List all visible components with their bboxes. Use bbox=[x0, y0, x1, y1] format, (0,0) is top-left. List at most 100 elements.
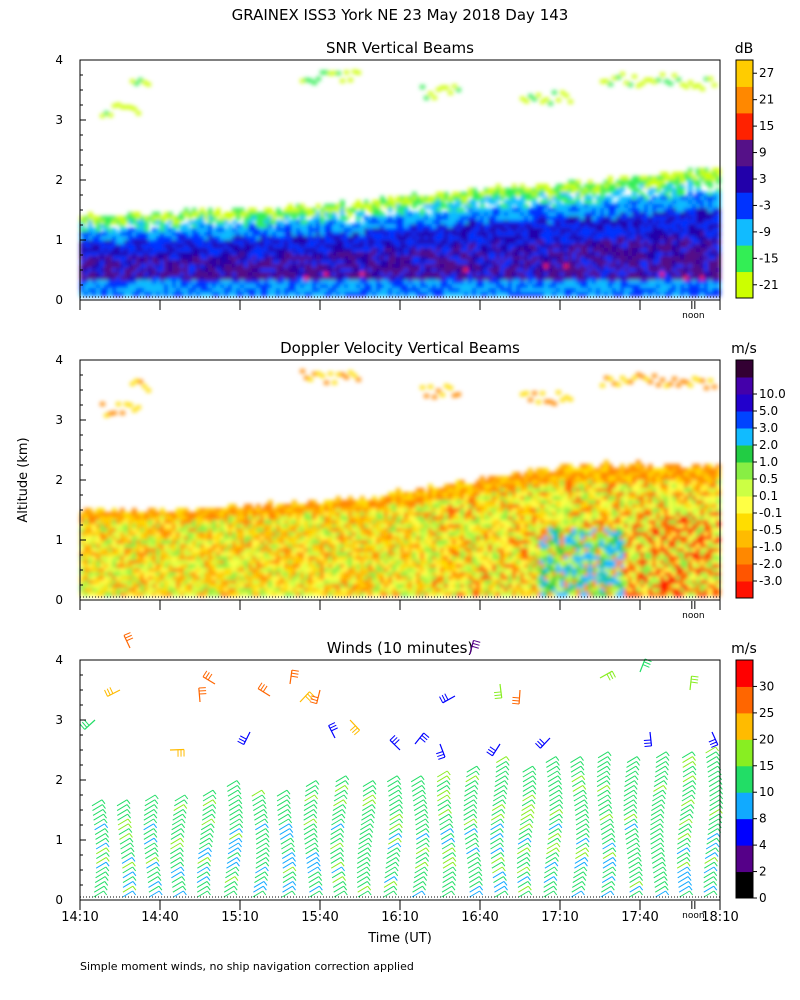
field-cell bbox=[260, 520, 265, 525]
field-cell bbox=[248, 208, 253, 213]
field-cell bbox=[260, 508, 265, 513]
field-cell bbox=[560, 196, 565, 201]
field-cell bbox=[660, 228, 665, 233]
field-cell bbox=[228, 216, 233, 221]
field-cell bbox=[336, 256, 341, 261]
field-cell bbox=[252, 256, 257, 261]
field-cell bbox=[700, 280, 705, 285]
field-cell bbox=[96, 592, 101, 597]
field-cell bbox=[264, 272, 269, 277]
field-cell bbox=[400, 272, 405, 277]
field-cell bbox=[80, 280, 85, 285]
field-cell bbox=[504, 192, 509, 197]
field-cell bbox=[448, 252, 453, 257]
field-cell bbox=[440, 216, 445, 221]
field-cell bbox=[692, 204, 697, 209]
field-cell bbox=[684, 212, 689, 217]
field-cell bbox=[708, 260, 713, 265]
field-cell bbox=[684, 252, 689, 257]
field-cell bbox=[680, 216, 685, 221]
field-cell bbox=[304, 272, 309, 277]
field-cell bbox=[700, 204, 705, 209]
field-cell bbox=[236, 588, 241, 593]
field-cell bbox=[172, 516, 177, 521]
field-cell bbox=[168, 264, 173, 269]
field-cell bbox=[380, 196, 385, 201]
field-cell bbox=[680, 288, 685, 293]
field-cell bbox=[552, 288, 557, 293]
field-cell bbox=[424, 220, 429, 225]
field-cell bbox=[256, 228, 261, 233]
field-cell bbox=[324, 260, 329, 265]
field-cell bbox=[704, 260, 709, 265]
field-cell bbox=[500, 216, 505, 221]
field-cell bbox=[404, 256, 409, 261]
field-cell bbox=[656, 220, 661, 225]
field-cell bbox=[112, 284, 117, 289]
field-cell bbox=[380, 200, 385, 205]
field-cell bbox=[192, 520, 197, 525]
field-cell bbox=[580, 204, 585, 209]
field-cell bbox=[588, 292, 593, 297]
field-cell bbox=[536, 260, 541, 265]
field-cell bbox=[484, 244, 489, 249]
field-cell bbox=[504, 200, 509, 205]
field-cell bbox=[696, 232, 701, 237]
field-cell bbox=[112, 508, 117, 513]
field-cell bbox=[112, 548, 117, 553]
field-cell bbox=[244, 564, 249, 569]
field-cell bbox=[208, 520, 213, 525]
field-cell bbox=[636, 252, 641, 257]
field-cell bbox=[96, 244, 101, 249]
field-cell bbox=[520, 276, 525, 281]
field-cell bbox=[568, 212, 573, 217]
field-cell bbox=[176, 276, 181, 281]
field-cell bbox=[260, 272, 265, 277]
field-cell bbox=[252, 232, 257, 237]
field-cell bbox=[528, 236, 533, 241]
field-cell bbox=[180, 564, 185, 569]
field-cell bbox=[152, 512, 157, 517]
field-cell bbox=[256, 280, 261, 285]
field-cell bbox=[148, 560, 153, 565]
field-cell bbox=[632, 292, 637, 297]
field-cell bbox=[696, 208, 701, 213]
field-cell bbox=[308, 220, 313, 225]
field-cell bbox=[240, 208, 245, 213]
field-cell bbox=[708, 268, 713, 273]
field-cell bbox=[172, 228, 177, 233]
field-cell bbox=[384, 272, 389, 277]
field-cell bbox=[584, 216, 589, 221]
field-cell bbox=[420, 268, 425, 273]
field-cell bbox=[92, 252, 97, 257]
field-cell bbox=[704, 172, 709, 177]
field-cell bbox=[140, 576, 145, 581]
field-cell bbox=[596, 256, 601, 261]
field-cell bbox=[504, 204, 509, 209]
field-cell bbox=[244, 244, 249, 249]
field-cell bbox=[692, 244, 697, 249]
field-cell bbox=[232, 584, 237, 589]
field-cell bbox=[684, 284, 689, 289]
field-cell bbox=[660, 208, 665, 213]
field-cell bbox=[216, 580, 221, 585]
field-cell bbox=[236, 580, 241, 585]
field-cell bbox=[416, 196, 421, 201]
field-cell bbox=[520, 284, 525, 289]
field-cell bbox=[156, 528, 161, 533]
field-cell bbox=[204, 576, 209, 581]
field-cell bbox=[112, 568, 117, 573]
field-cell bbox=[300, 256, 305, 261]
field-cell bbox=[592, 220, 597, 225]
field-cell bbox=[472, 252, 477, 257]
field-cell bbox=[188, 236, 193, 241]
field-cell bbox=[644, 248, 649, 253]
field-cell bbox=[524, 288, 529, 293]
field-cell bbox=[212, 576, 217, 581]
field-cell bbox=[392, 236, 397, 241]
field-cell bbox=[148, 292, 153, 297]
field-cell bbox=[648, 77, 653, 82]
field-cell bbox=[340, 276, 345, 281]
field-cell bbox=[324, 240, 329, 245]
field-cell bbox=[172, 224, 177, 229]
